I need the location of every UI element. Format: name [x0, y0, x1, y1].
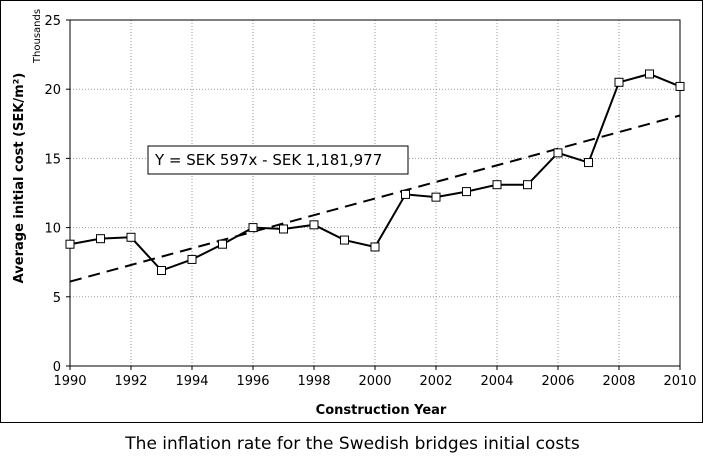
x-tick-label: 2004 [480, 374, 513, 389]
data-point-marker [248, 223, 258, 233]
x-tick-label: 1994 [175, 374, 208, 389]
x-tick-label: 2010 [663, 374, 696, 389]
data-series [65, 69, 685, 276]
data-point-marker [218, 239, 227, 249]
line-chart: 1990 1992 1994 1996 1998 2000 2002 2004 2006 2008… [12, 9, 697, 418]
chart-frame [0, 0, 703, 423]
data-point-marker [96, 234, 105, 244]
data-point-marker [187, 254, 197, 264]
y-unit-label: Thousands [32, 9, 43, 64]
x-tick-label: 2008 [602, 374, 635, 389]
x-tick-label: 1998 [297, 374, 330, 389]
trendline [69, 114, 681, 283]
data-point-marker [645, 69, 654, 79]
x-tick-label: 2006 [541, 374, 574, 389]
y-tick-label: 25 [44, 14, 61, 29]
data-point-marker [675, 81, 685, 91]
data-point-marker [614, 77, 624, 87]
data-point-marker [279, 224, 288, 234]
x-tick-label: 2002 [419, 374, 452, 389]
data-point-marker [553, 148, 563, 158]
x-tick-label: 1992 [114, 374, 147, 389]
y-tick-label: 15 [44, 152, 61, 167]
data-point-marker [309, 220, 319, 230]
y-axis-title: Average initial cost (SEK/m²) [12, 73, 27, 284]
x-tick-label: 2000 [358, 374, 391, 389]
data-point-marker [401, 189, 410, 199]
data-point-marker [492, 180, 502, 190]
trendline-path [69, 114, 681, 283]
grid-lines [69, 19, 681, 367]
data-point-marker [584, 158, 593, 168]
trend-equation: Y = SEK 597x - SEK 1,181,977 [154, 151, 382, 169]
data-point-marker [431, 192, 441, 202]
x-tick-label: 1996 [236, 374, 269, 389]
data-point-marker [523, 180, 532, 190]
trend-equation-box: Y = SEK 597x - SEK 1,181,977 [147, 145, 409, 175]
data-point-marker [340, 235, 349, 245]
y-tick-label: 0 [53, 360, 61, 375]
y-tick-label: 20 [44, 83, 61, 98]
x-axis-title: Construction Year [316, 403, 447, 418]
axis-ticks: 1990 1992 1994 1996 1998 2000 2002 2004 2006 2008… [44, 14, 696, 389]
data-point-marker [126, 232, 136, 242]
data-point-marker [65, 239, 75, 249]
x-tick-label: 1990 [53, 374, 86, 389]
data-point-marker [462, 187, 471, 197]
y-tick-label: 5 [53, 291, 61, 306]
figure-caption: The inflation rate for the Swedish bridg… [125, 434, 580, 454]
data-point-marker [157, 266, 166, 276]
y-tick-label: 10 [44, 222, 61, 237]
data-point-marker [370, 242, 380, 252]
